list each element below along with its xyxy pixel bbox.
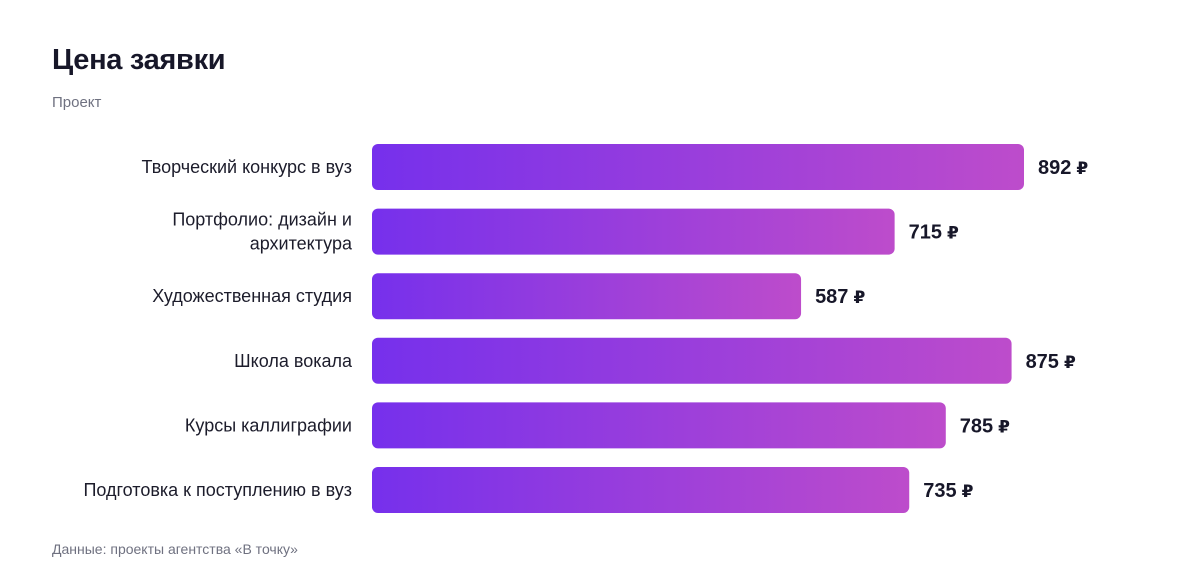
chart-source-note: Данные: проекты агентства «В точку» [52, 541, 298, 557]
category-label-0: Творческий конкурс в вуз [142, 157, 352, 177]
bar-0 [372, 144, 1024, 190]
bar-1 [372, 208, 895, 255]
category-label-5: Подготовка к поступлению в вуз [83, 480, 352, 500]
chart-title: Цена заявки [52, 44, 226, 76]
value-label-4: 785 ₽ [960, 415, 1010, 437]
bar-5 [372, 467, 910, 513]
value-label-2: 587 ₽ [815, 286, 865, 308]
chart-subtitle: Проект [52, 94, 102, 111]
value-label-5: 735 ₽ [923, 480, 973, 502]
value-label-0: 892 ₽ [1038, 157, 1088, 179]
value-label-1: 715 ₽ [909, 222, 959, 244]
category-label-1: Портфолио: дизайн и архитектура [172, 210, 353, 254]
bar-3 [372, 337, 1012, 384]
category-label-4: Курсы каллиграфии [185, 415, 352, 435]
category-label-3: Школа вокала [234, 351, 353, 371]
category-label-2: Художественная студия [152, 286, 352, 306]
value-label-3: 875 ₽ [1026, 351, 1076, 373]
bar-2 [372, 273, 802, 320]
bar-4 [372, 402, 946, 449]
bars-group: Творческий конкурс в вуз 892 ₽ Портфолио: д… [83, 144, 1088, 513]
